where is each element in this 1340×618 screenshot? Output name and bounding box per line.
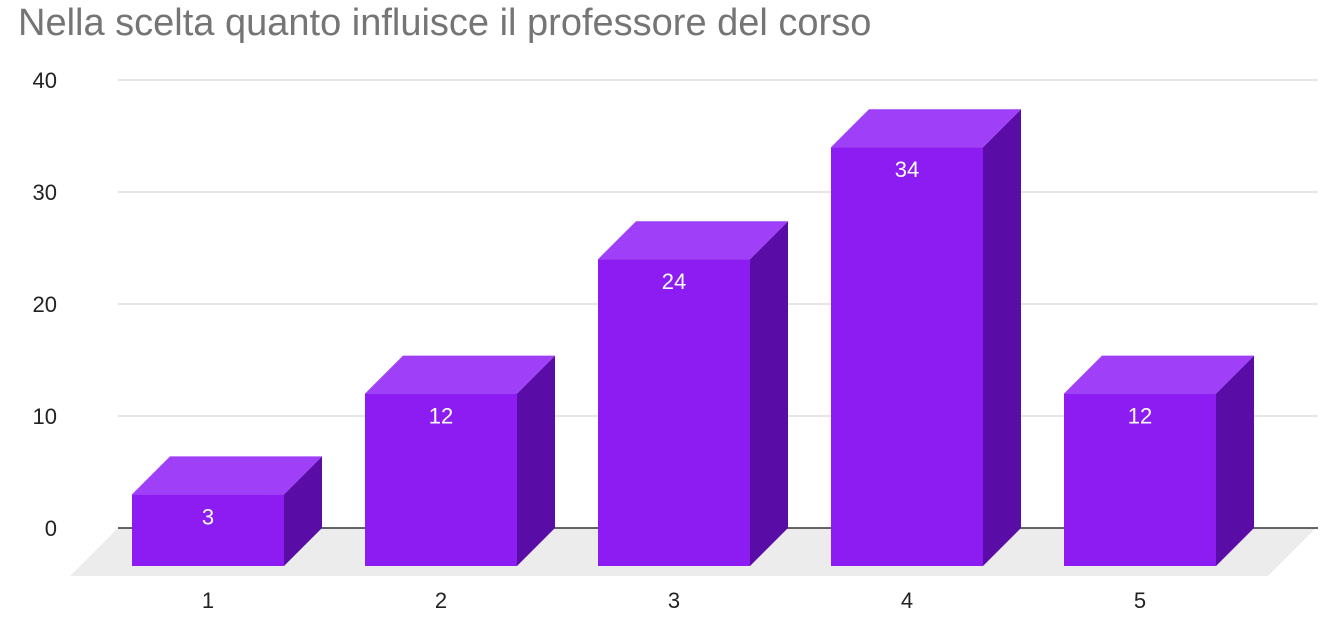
bar-front: [1064, 393, 1216, 566]
bar: 12: [365, 355, 555, 566]
data-label: 24: [662, 269, 686, 294]
y-tick-label: 40: [33, 68, 57, 93]
x-tick-label: 4: [901, 588, 913, 613]
bar-side: [517, 355, 555, 566]
bar: 34: [831, 109, 1021, 566]
bar-top: [132, 456, 322, 495]
bar-side: [1216, 355, 1254, 566]
bar-top: [365, 355, 555, 394]
x-tick-label: 3: [668, 588, 680, 613]
data-label: 12: [1128, 404, 1152, 429]
bar-front: [365, 393, 517, 566]
bar-side: [284, 456, 322, 566]
data-label: 3: [202, 504, 214, 529]
y-axis-ticks: 0 10 20 30 40: [33, 68, 57, 541]
bar-side: [983, 109, 1021, 566]
y-tick-label: 10: [33, 404, 57, 429]
bars: 3 12 24 34 12: [132, 109, 1254, 566]
x-axis-ticks: 1 2 3 4 5: [202, 588, 1146, 613]
bar: 3: [132, 456, 322, 566]
y-tick-label: 20: [33, 292, 57, 317]
bar-top: [831, 109, 1021, 148]
bar-side: [750, 221, 788, 566]
data-label: 12: [429, 404, 453, 429]
x-tick-label: 5: [1134, 588, 1146, 613]
bar-top: [598, 221, 788, 260]
bar: 12: [1064, 355, 1254, 566]
bar: 24: [598, 221, 788, 566]
y-tick-label: 30: [33, 180, 57, 205]
bar-top: [1064, 355, 1254, 394]
y-tick-label: 0: [45, 516, 57, 541]
x-tick-label: 2: [435, 588, 447, 613]
bar-front: [132, 494, 284, 566]
bar-front: [598, 259, 750, 566]
chart-title: Nella scelta quanto influisce il profess…: [18, 2, 872, 44]
data-label: 34: [895, 157, 919, 182]
x-tick-label: 1: [202, 588, 214, 613]
bar-front: [831, 147, 983, 566]
